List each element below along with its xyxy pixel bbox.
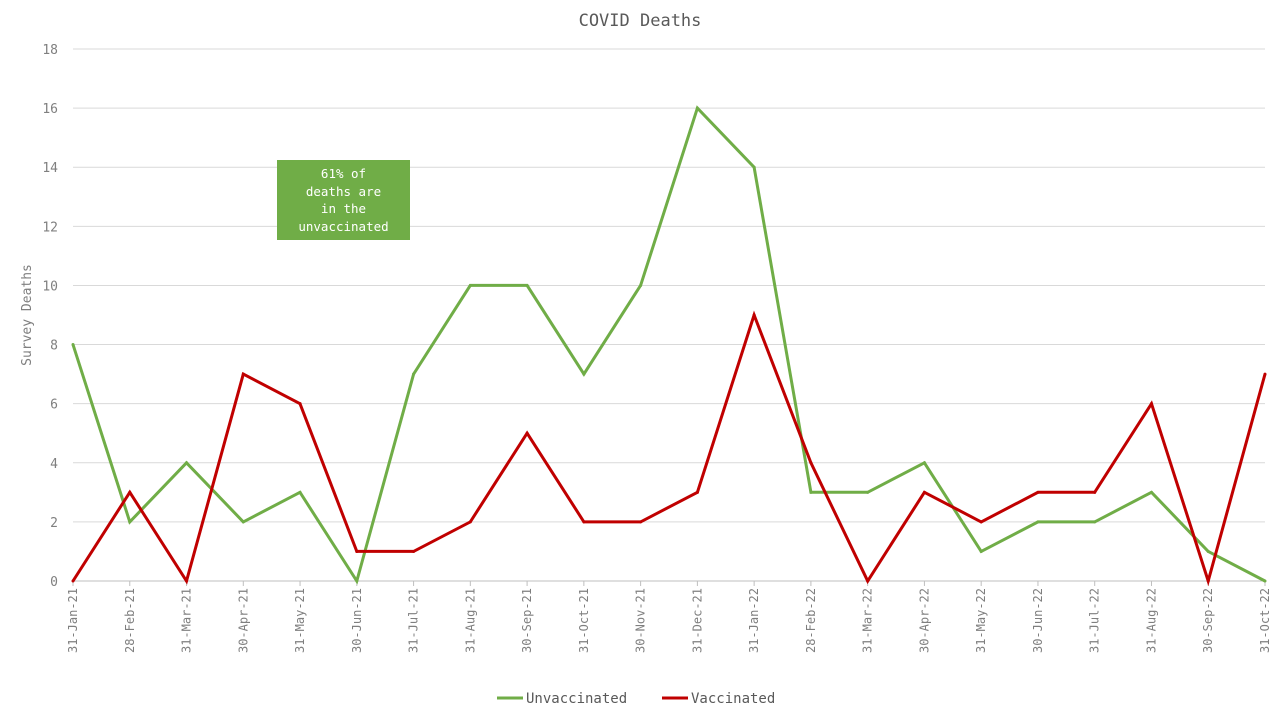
y-tick-label: 14 [42,161,58,176]
y-tick-label: 2 [50,516,58,531]
x-tick-label: 31-Mar-21 [180,588,194,653]
data-point-vaccinated [1263,372,1267,376]
x-tick-label: 31-Jul-21 [407,588,421,653]
data-point-unvaccinated [1036,520,1040,524]
data-point-unvaccinated [71,343,75,347]
data-point-unvaccinated [1149,490,1153,494]
x-tick-label: 30-Jun-21 [350,588,364,653]
x-tick-label: 28-Feb-22 [804,588,818,653]
data-point-unvaccinated [298,490,302,494]
annotation-background [277,160,410,240]
y-tick-label: 16 [42,102,58,117]
data-point-unvaccinated [752,165,756,169]
annotation-box: 61% of deaths are in the unvaccinated [277,160,410,240]
data-point-vaccinated [128,490,132,494]
legend-label-vaccinated: Vaccinated [691,691,775,707]
data-point-vaccinated [979,520,983,524]
data-point-unvaccinated [468,283,472,287]
data-point-vaccinated [525,431,529,435]
data-point-vaccinated [809,461,813,465]
data-point-vaccinated [922,490,926,494]
data-point-vaccinated [1036,490,1040,494]
data-point-vaccinated [412,549,416,553]
data-point-vaccinated [298,402,302,406]
series-line-unvaccinated [71,105,1266,585]
y-tick-label: 4 [50,457,58,472]
data-point-unvaccinated [1093,520,1097,524]
data-point-vaccinated [71,579,75,583]
gridlines [73,48,1265,582]
legend: Unvaccinated Vaccinated [497,691,775,707]
x-tick-label: 31-Dec-21 [690,588,704,653]
data-point-unvaccinated [525,283,529,287]
data-point-vaccinated [241,372,245,376]
y-tick-label: 8 [50,339,58,354]
x-tick-label: 31-Aug-21 [463,588,477,653]
y-axis-label: Survey Deaths [20,264,35,366]
chart-title: COVID Deaths [579,11,702,31]
data-point-unvaccinated [1263,579,1267,583]
data-point-vaccinated [1093,490,1097,494]
x-tick-label: 31-Jan-21 [66,588,80,653]
data-point-vaccinated [468,520,472,524]
y-tick-label: 0 [50,575,58,590]
data-point-vaccinated [639,520,643,524]
annotation-line: 61% of [321,166,366,181]
x-tick-label: 30-Apr-22 [917,588,931,653]
x-tick-label: 31-Oct-21 [577,588,591,653]
annotation-line: unvaccinated [298,219,388,234]
x-tick-label: 31-Mar-22 [861,588,875,653]
data-point-unvaccinated [866,490,870,494]
y-tick-label: 6 [50,398,58,413]
annotation-line: in the [321,201,366,216]
data-point-vaccinated [1149,402,1153,406]
x-tick-label: 31-Jan-22 [747,588,761,653]
x-tick-label: 31-Jul-22 [1088,588,1102,653]
data-point-vaccinated [185,579,189,583]
y-tick-label: 12 [42,220,58,235]
data-point-unvaccinated [582,372,586,376]
data-point-unvaccinated [695,106,699,110]
data-point-vaccinated [695,490,699,494]
x-tick-label: 30-Sep-22 [1201,588,1215,653]
data-point-unvaccinated [412,372,416,376]
x-tick-label: 30-Jun-22 [1031,588,1045,653]
x-tick-labels: 31-Jan-21 28-Feb-21 31-Mar-21 30-Apr-21 31-M… [66,581,1272,653]
y-tick-label: 18 [42,43,58,58]
data-point-unvaccinated [809,490,813,494]
x-tick-label: 30-Apr-21 [236,588,250,653]
data-point-unvaccinated [639,283,643,287]
data-point-vaccinated [1206,579,1210,583]
data-point-unvaccinated [241,520,245,524]
series-lines [71,105,1267,587]
x-tick-label: 31-May-22 [974,588,988,653]
data-point-unvaccinated [185,461,189,465]
data-point-vaccinated [355,549,359,553]
data-point-vaccinated [866,579,870,583]
data-point-vaccinated [752,313,756,317]
data-point-unvaccinated [979,549,983,553]
x-tick-label: 31-May-21 [293,588,307,653]
series-line-vaccinated [71,310,1267,587]
y-tick-label: 10 [42,279,58,294]
y-tick-labels: 0 2 4 6 8 10 12 14 16 18 [42,43,58,590]
x-tick-label: 31-Oct-22 [1258,588,1272,653]
data-point-unvaccinated [1206,549,1210,553]
x-tick-label: 30-Nov-21 [634,588,648,653]
legend-label-unvaccinated: Unvaccinated [526,691,627,707]
x-tick-label: 28-Feb-21 [123,588,137,653]
x-tick-label: 30-Sep-21 [520,588,534,653]
x-tick-label: 31-Aug-22 [1144,588,1158,653]
data-point-unvaccinated [128,520,132,524]
annotation-line: deaths are [306,184,381,199]
data-point-unvaccinated [922,461,926,465]
data-point-vaccinated [582,520,586,524]
data-point-unvaccinated [355,579,359,583]
